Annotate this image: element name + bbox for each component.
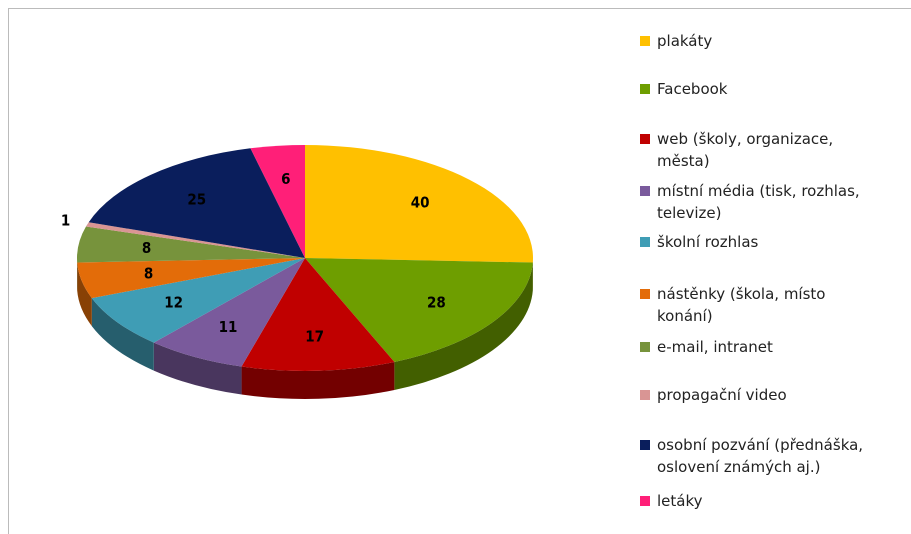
data-label: 17 <box>305 327 324 345</box>
pie-sides <box>77 258 533 399</box>
legend-swatch <box>640 342 650 352</box>
legend-swatch <box>640 237 650 247</box>
legend-label: propagační video <box>657 386 787 404</box>
legend-item: Facebook <box>640 78 870 100</box>
legend-swatch <box>640 36 650 46</box>
legend-label: místní média (tisk, rozhlas, televize) <box>657 182 860 222</box>
legend-label: web (školy, organizace, města) <box>657 130 834 170</box>
slice <box>305 258 533 362</box>
legend-label: e-mail, intranet <box>657 338 773 356</box>
slice-side <box>153 342 242 395</box>
data-label: 1 <box>61 212 70 230</box>
slice <box>250 145 305 258</box>
data-label: 40 <box>411 194 430 212</box>
data-label: 8 <box>142 239 151 257</box>
legend-swatch <box>640 186 650 196</box>
slice <box>77 258 305 299</box>
slice-side <box>241 361 395 399</box>
legend-swatch <box>640 84 650 94</box>
legend-label: Facebook <box>657 80 728 98</box>
data-label: 25 <box>187 190 206 208</box>
data-label: 28 <box>427 293 446 311</box>
data-label: 12 <box>164 293 183 311</box>
legend-swatch <box>640 390 650 400</box>
slice <box>305 145 533 263</box>
legend-label: nástěnky (škola, místo konání) <box>657 285 826 325</box>
slice <box>153 258 305 367</box>
legend-swatch <box>640 134 650 144</box>
slice <box>91 258 305 343</box>
legend-label: letáky <box>657 492 703 510</box>
data-label: 6 <box>281 170 290 188</box>
legend-item: e-mail, intranet <box>640 336 870 358</box>
data-label: 8 <box>144 264 153 282</box>
pie-tops <box>77 145 533 371</box>
legend-swatch <box>640 496 650 506</box>
slice-side <box>394 262 533 390</box>
slice-side <box>91 298 154 371</box>
frame <box>8 8 911 534</box>
slice <box>77 226 305 263</box>
legend-item: propagační video <box>640 384 870 406</box>
legend-item: web (školy, organizace, města) <box>640 128 870 172</box>
legend-item: letáky <box>640 490 870 512</box>
legend-item: plakáty <box>640 30 870 52</box>
legend-item: školní rozhlas <box>640 231 870 253</box>
legend-swatch <box>640 440 650 450</box>
legend-item: nástěnky (škola, místo konání) <box>640 283 870 327</box>
legend-label: osobní pozvání (přednáška, oslovení znám… <box>657 436 864 476</box>
legend-swatch <box>640 289 650 299</box>
legend-item: osobní pozvání (přednáška, oslovení znám… <box>640 434 870 478</box>
slice <box>88 148 305 258</box>
legend-label: plakáty <box>657 32 713 50</box>
legend-label: školní rozhlas <box>657 233 759 251</box>
data-label: 11 <box>219 318 238 336</box>
slice <box>86 222 306 258</box>
slice-side <box>77 262 92 327</box>
labels: 40 28 17 11 12 8 8 1 25 6 <box>61 170 446 345</box>
legend-item: místní média (tisk, rozhlas, televize) <box>640 180 870 224</box>
slice <box>241 258 395 371</box>
